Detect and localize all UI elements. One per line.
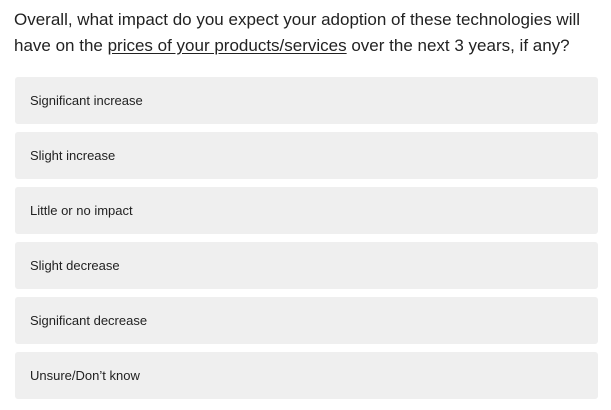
option-slight-increase[interactable]: Slight increase <box>15 132 598 179</box>
option-label: Slight decrease <box>30 258 120 273</box>
option-label: Little or no impact <box>30 203 133 218</box>
option-little-or-no-impact[interactable]: Little or no impact <box>15 187 598 234</box>
option-label: Significant decrease <box>30 313 148 328</box>
answer-options: Significant increase Slight increase Lit… <box>15 77 598 407</box>
question-text: Overall, what impact do you expect your … <box>14 7 604 59</box>
option-label: Slight increase <box>30 148 116 163</box>
option-label: Significant increase <box>30 93 143 108</box>
option-label: Unsure/Don’t know <box>30 368 140 383</box>
option-slight-decrease[interactable]: Slight decrease <box>15 242 598 289</box>
question-prefix: Overall, what impact do you expect your … <box>14 10 581 55</box>
option-significant-decrease[interactable]: Significant decrease <box>15 297 598 344</box>
option-unsure[interactable]: Unsure/Don’t know <box>15 352 598 399</box>
question-suffix: over the next 3 years, if any? <box>346 36 570 55</box>
option-significant-increase[interactable]: Significant increase <box>15 77 598 124</box>
question-emphasis: prices of your products/services <box>107 36 347 55</box>
